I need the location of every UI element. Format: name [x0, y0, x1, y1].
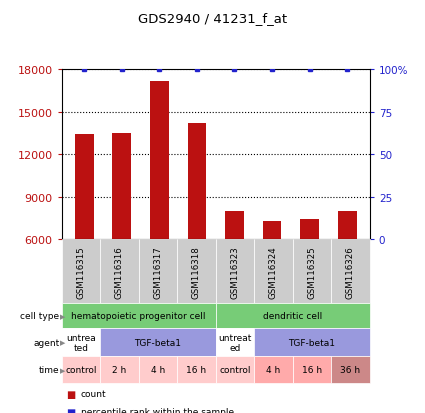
Text: percentile rank within the sample: percentile rank within the sample [81, 407, 234, 413]
Text: GSM116316: GSM116316 [115, 245, 124, 298]
Text: 4 h: 4 h [266, 366, 281, 374]
Text: untreat
ed: untreat ed [218, 333, 252, 352]
Text: time: time [39, 366, 60, 374]
Text: untrea
ted: untrea ted [66, 333, 96, 352]
Text: control: control [219, 366, 251, 374]
Text: GDS2940 / 41231_f_at: GDS2940 / 41231_f_at [138, 12, 287, 25]
Text: GSM116324: GSM116324 [269, 245, 278, 298]
Text: GSM116325: GSM116325 [307, 245, 317, 298]
Text: GSM116318: GSM116318 [192, 245, 201, 298]
Text: cell type: cell type [20, 311, 60, 320]
Text: GSM116326: GSM116326 [346, 245, 355, 298]
Bar [338, 211, 357, 240]
Text: ■: ■ [66, 407, 75, 413]
Text: TGF-beta1: TGF-beta1 [289, 338, 335, 347]
Text: control: control [65, 366, 96, 374]
Text: 16 h: 16 h [187, 366, 207, 374]
Text: ▶: ▶ [60, 313, 66, 319]
Text: count: count [81, 389, 106, 399]
Bar [263, 221, 281, 240]
Bar [150, 81, 169, 240]
Text: TGF-beta1: TGF-beta1 [134, 338, 181, 347]
Text: agent: agent [33, 338, 60, 347]
Text: ▶: ▶ [60, 339, 66, 345]
Text: hematopoietic progenitor cell: hematopoietic progenitor cell [71, 311, 206, 320]
Text: dendritic cell: dendritic cell [263, 311, 322, 320]
Bar [112, 134, 131, 240]
Bar [300, 220, 319, 240]
Text: 2 h: 2 h [112, 366, 127, 374]
Text: ■: ■ [66, 389, 75, 399]
Text: 4 h: 4 h [151, 366, 165, 374]
Bar [75, 135, 94, 240]
Text: ▶: ▶ [60, 367, 66, 373]
Bar [225, 211, 244, 240]
Bar [187, 124, 206, 240]
Text: 36 h: 36 h [340, 366, 360, 374]
Text: GSM116323: GSM116323 [230, 245, 239, 298]
Text: GSM116315: GSM116315 [76, 245, 85, 298]
Text: GSM116317: GSM116317 [153, 245, 162, 298]
Text: 16 h: 16 h [302, 366, 322, 374]
